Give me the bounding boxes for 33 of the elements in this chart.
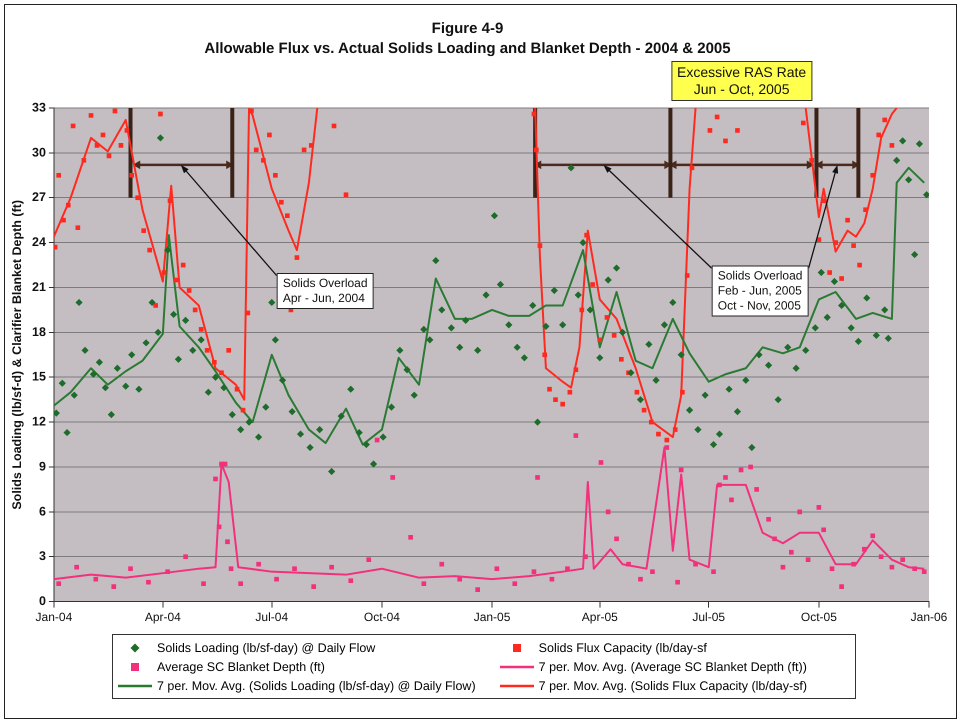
legend-label: Average SC Blanket Depth (ft)	[157, 660, 325, 674]
x-tick-label: Apr-04	[144, 610, 182, 624]
annotation: Solids Overload Apr - Jun, 2004	[276, 272, 374, 309]
y-tick-label: 3	[38, 549, 46, 564]
legend-label: 7 per. Mov. Avg. (Solids Loading (lb/sf-day) @ Daily Flow)	[157, 678, 476, 692]
y-tick-label: 15	[32, 370, 46, 384]
legend-label: Solids Loading (lb/sf-day) @ Daily Flow	[157, 640, 376, 654]
x-tick-label: Oct-05	[800, 610, 838, 624]
y-tick-label: 30	[32, 145, 46, 160]
x-tick-label: Jan-05	[474, 610, 511, 624]
y-tick-label: 18	[32, 324, 46, 339]
y-tick-label: 21	[32, 280, 46, 294]
annotation: Solids Overload Feb - Jun, 2005 Oct - Nov, 2005	[712, 265, 808, 316]
x-tick-label: Jan-04	[36, 610, 73, 624]
y-tick-label: 27	[32, 190, 46, 204]
x-tick-label: Jul-04	[255, 610, 288, 624]
legend-label: 7 per. Mov. Avg. (Average SC Blanket Depth (ft))	[538, 660, 807, 674]
y-tick-label: 0	[38, 594, 46, 608]
chart-title: Figure 4-9	[432, 20, 504, 38]
y-tick-label: 12	[32, 414, 46, 429]
x-tick-label: Apr-05	[582, 610, 618, 624]
x-tick-label: Oct-04	[364, 610, 400, 624]
text: Excessive RAS Rate Jun - Oct, 2005	[671, 61, 812, 101]
y-axis-title: Solids Loading (lb/sf-d) & Clarifier Blanket Depth (ft)	[10, 200, 24, 510]
legend-label: 7 per. Mov. Avg. (Solids Flux Capacity (lb/day-sf)	[538, 678, 808, 692]
y-tick-label: 24	[32, 235, 46, 250]
y-tick-label: 9	[38, 459, 46, 474]
y-tick-label: 33	[32, 100, 46, 114]
legend-label: Solids Flux Capacity (lb/day-sf	[538, 640, 707, 654]
x-tick-label: Jul-05	[692, 610, 726, 624]
chart-subtitle: Allowable Flux vs. Actual Solids Loading and Blanket Depth - 2004 & 2005	[204, 40, 731, 58]
y-tick-label: 6	[38, 504, 46, 518]
x-tick-label: Jan-06	[910, 610, 948, 624]
